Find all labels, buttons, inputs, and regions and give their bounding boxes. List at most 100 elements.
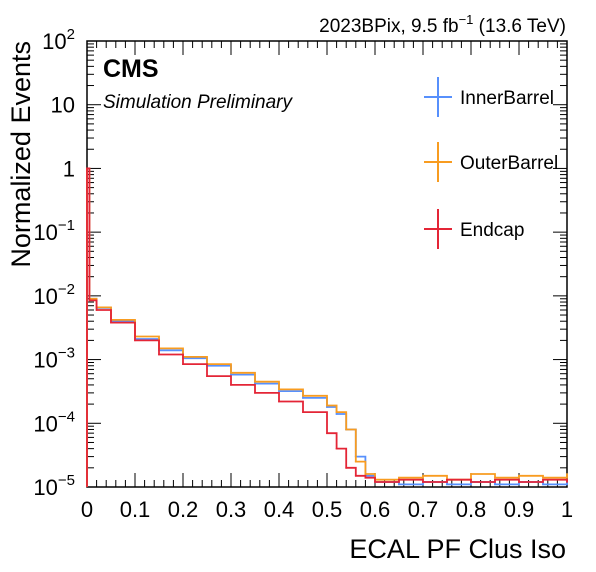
data-point-endcap (374, 481, 376, 483)
series-line-innerbarrel (86, 167, 568, 487)
lumi-exponent: −1 (459, 12, 474, 27)
legend-entry-innerbarrel: InnerBarrel (424, 77, 554, 117)
data-point-outerbarrel (422, 474, 424, 477)
y-tick-label: 10 (51, 93, 75, 118)
status-label: Simulation Preliminary (103, 92, 294, 113)
y-tick-label-exponent: −4 (58, 408, 75, 425)
legend-label-outerbarrel: OuterBarrel (460, 153, 558, 174)
data-point-endcap (278, 400, 280, 403)
data-point-outerbarrel (470, 473, 472, 475)
data-point-outerbarrel (335, 411, 338, 413)
x-tick-label: 0.2 (168, 497, 199, 522)
data-point-outerbarrel (354, 460, 357, 463)
data-point-innerbarrel (230, 373, 232, 376)
y-tick-label: 1 (63, 156, 75, 181)
data-point-outerbarrel (566, 473, 568, 475)
legend-label-innerbarrel: InnerBarrel (460, 88, 554, 109)
y-tick-label-base: 1 (63, 156, 75, 181)
data-point-endcap (88, 299, 91, 302)
data-point-endcap (542, 478, 544, 481)
y-tick-label-base: 10 (33, 348, 57, 373)
data-point-endcap (110, 321, 112, 324)
data-point-endcap (254, 391, 256, 394)
data-point-endcap (494, 478, 496, 481)
data-point-endcap (518, 481, 520, 483)
y-tick-label-exponent: −1 (58, 217, 75, 234)
data-point-innerbarrel (335, 413, 338, 415)
lumi-label: 2023BPix, 9.5 fb−1 (13.6 TeV) (319, 12, 566, 37)
data-point-outerbarrel (326, 404, 328, 407)
data-point-outerbarrel (542, 476, 544, 479)
data-point-endcap (422, 481, 424, 483)
y-tick-label-exponent: 2 (67, 26, 75, 43)
data-point-outerbarrel (302, 394, 304, 397)
data-point-endcap (364, 476, 367, 479)
y-tick-label-base: 10 (42, 29, 66, 54)
legend-label-endcap: Endcap (460, 220, 524, 241)
y-tick-label-exponent: −5 (58, 472, 75, 489)
y-tick-label-base: 10 (33, 475, 57, 500)
data-point-endcap (446, 478, 448, 481)
y-tick-label-base: 10 (33, 220, 57, 245)
data-point-endcap (566, 481, 568, 483)
data-point-endcap (470, 481, 472, 483)
lumi-suffix: (13.6 TeV) (473, 16, 566, 37)
y-tick-label-base: 10 (51, 93, 75, 118)
y-tick-label-exponent: −3 (58, 345, 75, 362)
data-point-endcap (86, 167, 88, 170)
data-point-endcap (326, 432, 328, 435)
x-tick-label: 0.1 (120, 497, 151, 522)
axis-ticks (86, 40, 568, 488)
data-point-outerbarrel (254, 380, 256, 383)
y-tick-label-base: 10 (33, 284, 57, 309)
data-point-endcap (335, 447, 338, 450)
data-point-innerbarrel (542, 483, 544, 486)
y-tick-label: 10−2 (33, 281, 75, 309)
data-point-outerbarrel (345, 428, 348, 431)
x-tick-label: 0.7 (408, 497, 439, 522)
data-point-innerbarrel (302, 397, 304, 399)
x-tick-label: 0 (81, 497, 93, 522)
x-tick-label: 0.8 (456, 497, 487, 522)
data-point-outerbarrel (278, 388, 280, 391)
data-point-innerbarrel (398, 483, 400, 486)
data-point-endcap (95, 309, 98, 311)
data-point-innerbarrel (446, 483, 448, 486)
data-point-endcap (182, 363, 184, 365)
axis-tick-labels: 0 0.1 0.2 0.3 0.4 0.5 0.6 0.7 0.8 0.9 110−510−410−… (33, 26, 573, 522)
y-tick-label-base: 10 (33, 411, 57, 436)
x-tick-label: 0.6 (360, 497, 391, 522)
data-point-endcap (230, 384, 232, 386)
y-tick-label-exponent: −2 (58, 281, 75, 298)
data-point-endcap (398, 478, 400, 481)
lumi-prefix: 2023BPix, 9.5 fb (319, 16, 458, 37)
data-point-endcap (345, 466, 348, 469)
data-point-outerbarrel (518, 474, 520, 477)
series-line-endcap (86, 167, 568, 487)
legend-entry-outerbarrel: OuterBarrel (424, 142, 558, 182)
y-tick-label: 102 (42, 26, 75, 54)
data-point-innerbarrel (494, 483, 496, 486)
data-point-endcap (158, 353, 160, 356)
x-tick-label: 0.5 (312, 497, 343, 522)
legend-entry-endcap: Endcap (424, 209, 524, 249)
data-point-outerbarrel (230, 371, 232, 374)
data-point-endcap (354, 474, 357, 477)
y-tick-label: 10−4 (33, 408, 75, 436)
data-point-innerbarrel (278, 390, 280, 393)
data-point-endcap (134, 339, 136, 342)
x-tick-label: 0.4 (264, 497, 295, 522)
series-line-outerbarrel (86, 167, 568, 487)
legend: InnerBarrel OuterBarrel Endcap (424, 77, 558, 249)
data-point-endcap (302, 411, 304, 413)
x-tick-label: 0.9 (504, 497, 535, 522)
data-point-outerbarrel (364, 473, 367, 475)
x-tick-label: 1 (561, 497, 573, 522)
experiment-label: CMS (103, 55, 159, 83)
data-point-innerbarrel (326, 406, 328, 408)
data-point-outerbarrel (398, 476, 400, 479)
x-axis-title: ECAL PF Clus Iso (349, 534, 566, 564)
y-axis-title: Normalized Events (6, 41, 36, 268)
y-tick-label: 10−1 (33, 217, 75, 245)
